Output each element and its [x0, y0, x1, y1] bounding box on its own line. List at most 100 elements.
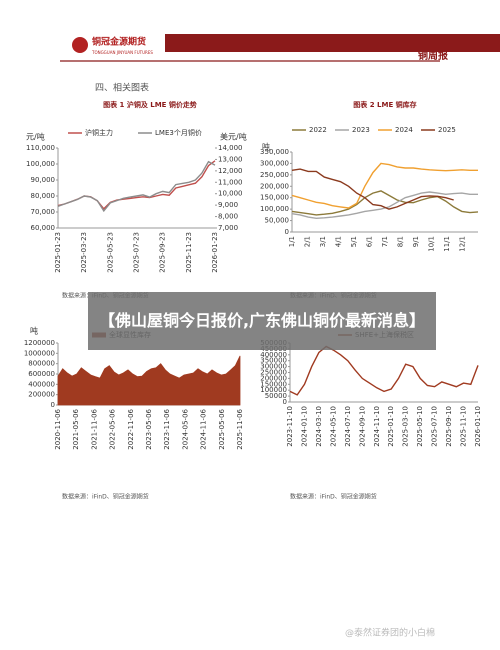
x-tick-label: 2/1	[304, 236, 312, 247]
y-tick-label: 400000	[28, 380, 55, 388]
x-tick-label: 2021-05-06	[72, 408, 80, 449]
x-tick-label: 2024-11-10	[373, 406, 381, 447]
y-tick-label: 200000	[28, 391, 55, 399]
y2-tick-label: 13,000	[218, 155, 243, 163]
y-tick-label: 250,000	[260, 171, 289, 179]
chart-title: 图表 1 沪铜及 LME 铜价走势	[103, 100, 197, 109]
x-tick-label: 2024-09-10	[358, 406, 366, 447]
x-tick-label: 2026-01-23	[211, 232, 219, 273]
x-tick-label: 6/1	[366, 236, 374, 247]
y2-tick-label: 7,000	[218, 224, 238, 232]
y2-tick-label: 14,000	[218, 144, 243, 152]
legend-label: 2022	[309, 126, 327, 134]
x-tick-label: 2025-09-10	[445, 406, 453, 447]
x-tick-label: 2025-05-06	[218, 408, 226, 449]
y-axis-label: 吨	[262, 142, 270, 152]
x-tick-label: 2025-01-10	[387, 406, 395, 447]
legend-label: 沪铜主力	[85, 128, 113, 137]
x-tick-label: 2026-01-10	[474, 406, 482, 447]
x-tick-label: 2025-05-23	[106, 232, 114, 273]
y-tick-label: 1200000	[24, 339, 55, 347]
y-tick-label: 150,000	[260, 194, 289, 202]
y-tick-label: 1000000	[24, 349, 55, 357]
line	[57, 160, 216, 210]
x-tick-label: 9/1	[412, 236, 420, 247]
line	[289, 345, 479, 396]
x-tick-label: 2025-07-23	[133, 232, 141, 273]
y-tick-label: 150000	[260, 380, 287, 388]
x-tick-label: 2024-07-10	[344, 406, 352, 447]
y-tick-label: 350000	[260, 357, 287, 365]
y2-tick-label: 9,000	[218, 201, 238, 209]
y-tick-label: 400000	[260, 351, 287, 359]
line	[57, 160, 216, 213]
x-tick-label: 2025-07-10	[431, 406, 439, 447]
logo-sub: TONGGUAN JINYUAN FUTURES	[91, 50, 153, 55]
logo-icon	[72, 37, 88, 53]
x-tick-label: 2021-11-06	[90, 408, 98, 449]
y-tick-label: 50000	[265, 392, 287, 400]
y2-tick-label: 12,000	[218, 167, 243, 175]
x-tick-label: 2024-05-10	[329, 406, 337, 447]
x-tick-label: 11/1	[443, 236, 451, 252]
legend-label: LME3个月铜价	[155, 128, 202, 137]
x-tick-label: 3/1	[319, 236, 327, 247]
x-tick-label: 2024-05-06	[181, 408, 189, 449]
y-tick-label: 350,000	[260, 148, 289, 156]
legend-label: 2023	[352, 126, 370, 134]
x-tick-label: 2023-11-06	[163, 408, 171, 449]
y-tick-label: 250000	[260, 369, 287, 377]
y-tick-label: 200000	[260, 374, 287, 382]
legend-label: 2024	[395, 126, 413, 134]
x-tick-label: 2024-11-06	[200, 408, 208, 449]
x-tick-label: 12/1	[459, 236, 467, 252]
y-tick-label: 110,000	[26, 144, 55, 152]
x-tick-label: 4/1	[335, 236, 343, 247]
y-tick-label: 0	[51, 401, 55, 409]
x-tick-label: 2020-11-06	[54, 408, 62, 449]
x-tick-label: 2024-03-10	[315, 406, 323, 447]
x-tick-label: 2022-11-06	[127, 408, 135, 449]
line	[291, 162, 478, 209]
x-tick-label: 2024-01-10	[300, 406, 308, 447]
line	[291, 190, 479, 216]
y-tick-label: 50,000	[265, 217, 290, 225]
watermark: @泰然证券团的小白棉	[345, 627, 435, 639]
x-tick-label: 2025-03-23	[80, 232, 88, 273]
y-tick-label: 0	[283, 398, 287, 406]
x-tick-label: 10/1	[428, 236, 436, 252]
y-tick-label: 100,000	[260, 205, 289, 213]
y-tick-label: 300000	[260, 363, 287, 371]
y2-tick-label: 11,000	[218, 178, 243, 186]
chart-title: 图表 2 LME 铜库存	[353, 100, 416, 109]
x-tick-label: 2023-11-10	[286, 406, 294, 447]
logo-name: 铜冠金源期货	[92, 36, 146, 48]
x-tick-label: 5/1	[350, 236, 358, 247]
x-tick-label: 2025-05-10	[416, 406, 424, 447]
header-band	[165, 34, 500, 52]
y-tick-label: 300,000	[260, 159, 289, 167]
x-tick-label: 2025-11-23	[185, 232, 193, 273]
y-tick-label: 60,000	[31, 224, 56, 232]
y2-tick-label: 8,000	[218, 213, 238, 221]
y-axis-label: 元/吨	[26, 132, 45, 142]
y2-tick-label: 10,000	[218, 190, 243, 198]
x-tick-label: 2025-11-10	[460, 406, 468, 447]
line	[291, 168, 454, 210]
overlay-title: 【佛山屋铜今日报价,广东佛山铜价最新消息】	[88, 292, 436, 350]
y-tick-label: 80,000	[31, 192, 56, 200]
x-tick-label: 2025-09-23	[159, 232, 167, 273]
y-tick-label: 90,000	[31, 176, 56, 184]
x-tick-label: 7/1	[381, 236, 389, 247]
y-tick-label: 70,000	[31, 208, 56, 216]
x-tick-label: 2025-03-10	[402, 406, 410, 447]
x-tick-label: 2023-05-06	[145, 408, 153, 449]
y-tick-label: 200,000	[260, 182, 289, 190]
y-tick-label: 100,000	[26, 160, 55, 168]
y-tick-label: 600000	[28, 370, 55, 378]
source-note: 数据来源：iFinD、铜冠金源期货	[290, 493, 377, 501]
y-tick-label: 800000	[28, 360, 55, 368]
y2-axis-label: 美元/吨	[220, 132, 247, 142]
y-tick-label: 0	[285, 228, 289, 236]
y-tick-label: 100000	[260, 386, 287, 394]
